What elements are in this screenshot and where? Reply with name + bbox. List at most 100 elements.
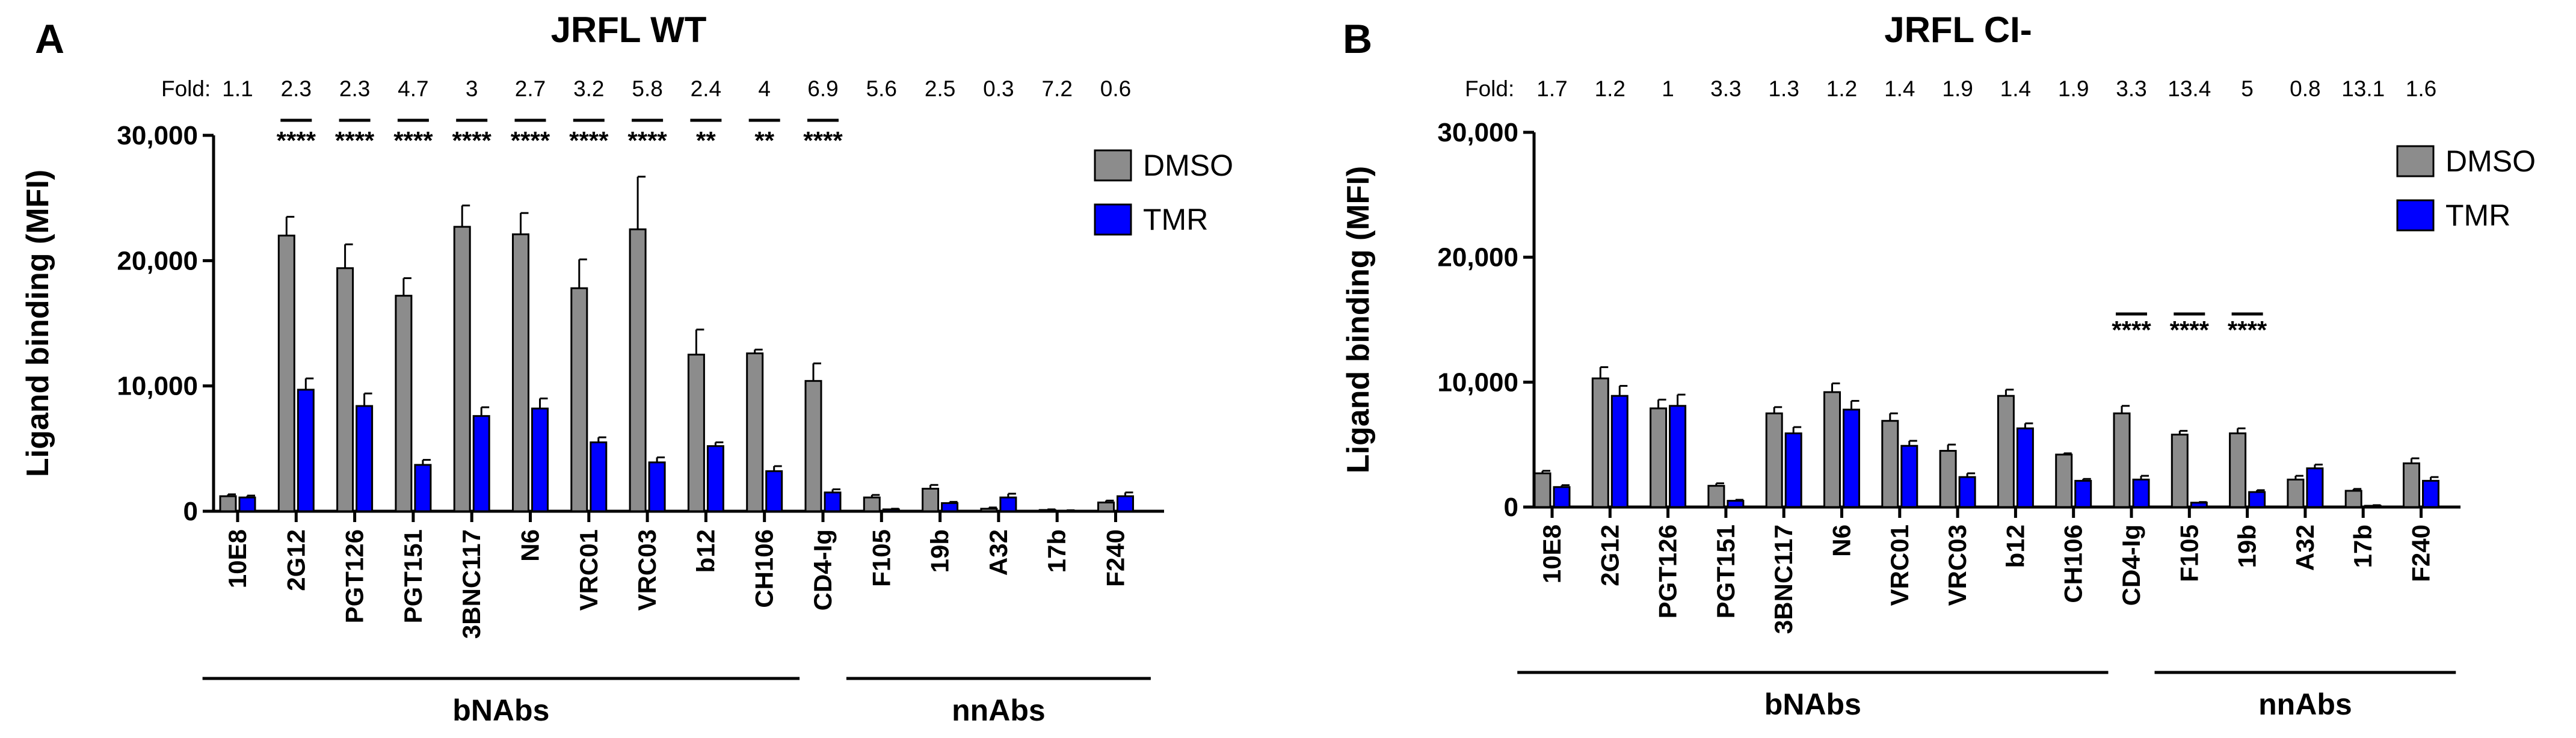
significance-stars: ****	[803, 126, 843, 155]
bar-dmso	[2171, 434, 2189, 508]
bar-tmr	[356, 405, 374, 512]
legend-swatch-dmso	[2396, 145, 2435, 177]
significance-stars: ****	[2170, 316, 2210, 344]
bar-dmso	[2403, 462, 2420, 508]
fold-value: 2.3	[281, 76, 312, 101]
x-tick-label: 2G12	[282, 529, 310, 591]
x-tick-label: 10E8	[223, 529, 251, 588]
x-tick-label: 2G12	[1595, 524, 1624, 586]
significance-stars: ****	[393, 126, 433, 155]
bar-dmso	[804, 380, 822, 512]
bar-tmr	[590, 441, 608, 512]
bar-dmso	[1533, 472, 1551, 508]
x-tick-label: VRC01	[575, 529, 603, 610]
group-label-nnabs: nnAbs	[952, 693, 1046, 727]
fold-value: 1.4	[1884, 76, 1915, 101]
x-tick-label: VRC01	[1885, 524, 1914, 606]
y-tick-label: 10,000	[1437, 367, 1518, 397]
x-tick-label: F105	[2175, 524, 2203, 582]
x-tick-label: 17b	[2349, 524, 2377, 568]
bar-dmso	[1765, 412, 1783, 508]
y-tick-label: 0	[1504, 493, 1518, 522]
legend-label-dmso: DMSO	[1143, 149, 1233, 182]
y-tick-label: 10,000	[117, 372, 198, 401]
y-tick-label: 30,000	[1437, 118, 1518, 147]
fold-value: 0.3	[983, 76, 1014, 101]
bar-dmso	[2055, 454, 2073, 508]
significance-stars: ****	[2228, 316, 2267, 344]
bar-dmso	[1997, 395, 2015, 508]
bar-tmr	[1553, 486, 1571, 508]
chart-panel-b: B JRFL CI- Fold: 1.7 1.2 1 3.3 1.3 1.2 1.4 1.9 1.4 1…	[1341, 10, 2536, 721]
bar-tmr	[999, 496, 1017, 512]
fold-value: 7.2	[1041, 76, 1072, 101]
bar-dmso	[1591, 377, 1609, 508]
x-tick-label: 10E8	[1538, 524, 1566, 583]
y-tick-label: 30,000	[117, 121, 198, 150]
significance-stars: ****	[627, 126, 667, 155]
legend-label-tmr: TMR	[2445, 198, 2510, 232]
bar-tmr	[1117, 495, 1134, 512]
bar-dmso	[980, 508, 998, 512]
bar-tmr	[2074, 479, 2092, 508]
x-tick-label: VRC03	[633, 529, 661, 610]
x-tick-label: VRC03	[1943, 524, 1971, 606]
bar-tmr	[2248, 491, 2266, 508]
bar-dmso	[570, 287, 588, 512]
chart-title: JRFL CI-	[1884, 10, 2032, 50]
bar-dmso	[2229, 432, 2247, 508]
x-tick-label: N6	[516, 529, 544, 562]
bar-tmr	[706, 445, 724, 512]
y-tick-label: 0	[183, 497, 198, 526]
bar-dmso	[922, 488, 940, 512]
x-tick-label: PGT151	[399, 529, 427, 623]
x-tick-label: F105	[867, 529, 895, 587]
significance-stars: ****	[2112, 316, 2151, 344]
chart-title: JRFL WT	[551, 10, 707, 50]
bar-tmr	[2364, 505, 2382, 508]
bar-dmso	[1939, 450, 1957, 508]
bar-dmso	[746, 352, 764, 512]
chart-panel-a: A JRFL WT Fold: 1.1 2.3 2.3 4.7 3 2.7 3.2 5.8 2.4 4 6…	[20, 10, 1233, 727]
x-tick-label: 19b	[2233, 524, 2261, 568]
x-tick-label: F240	[1102, 529, 1130, 587]
fold-value: 1.1	[222, 76, 253, 101]
x-tick-label: b12	[2001, 524, 2029, 568]
fold-value: 1.6	[2406, 76, 2436, 101]
bar-tmr	[1843, 408, 1860, 508]
x-tick-label: 3BNC117	[1769, 524, 1798, 634]
fold-value: 2.4	[691, 76, 721, 101]
y-tick-label: 20,000	[117, 246, 198, 275]
fold-value: 5.8	[632, 76, 662, 101]
bar-tmr	[941, 502, 959, 512]
x-tick-label: PGT151	[1712, 524, 1740, 618]
significance-stars: ****	[569, 126, 609, 155]
fold-value: 4	[758, 76, 771, 101]
y-axis-label: Ligand binding (MFI)	[1341, 166, 1376, 473]
bar-dmso	[1823, 391, 1841, 508]
fold-value: 1.2	[1595, 76, 1625, 101]
fold-value: 1.2	[1826, 76, 1857, 101]
fold-value: 13.1	[2341, 76, 2385, 101]
fold-value: 1.7	[1536, 76, 1567, 101]
group-label-bnabs: bNAbs	[1764, 687, 1861, 721]
bar-tmr	[1669, 405, 1687, 508]
fold-value: 1.9	[1942, 76, 1973, 101]
significance-stars: ****	[452, 126, 492, 155]
bar-tmr	[297, 389, 315, 512]
fold-value: 3.3	[2116, 76, 2146, 101]
bar-dmso	[2344, 490, 2362, 508]
bar-tmr	[2132, 478, 2150, 508]
bar-tmr	[1727, 500, 1745, 508]
bar-dmso	[219, 495, 237, 512]
x-tick-label: CD4-Ig	[2117, 524, 2145, 606]
y-axis-label: Ligand binding (MFI)	[20, 170, 55, 477]
bar-tmr	[2422, 479, 2439, 508]
significance-stars: ****	[277, 126, 316, 155]
bar-dmso	[336, 267, 354, 512]
bar-dmso	[687, 354, 705, 512]
bar-tmr	[2190, 502, 2208, 508]
significance-stars: ****	[335, 126, 375, 155]
bar-tmr	[1784, 432, 1802, 508]
